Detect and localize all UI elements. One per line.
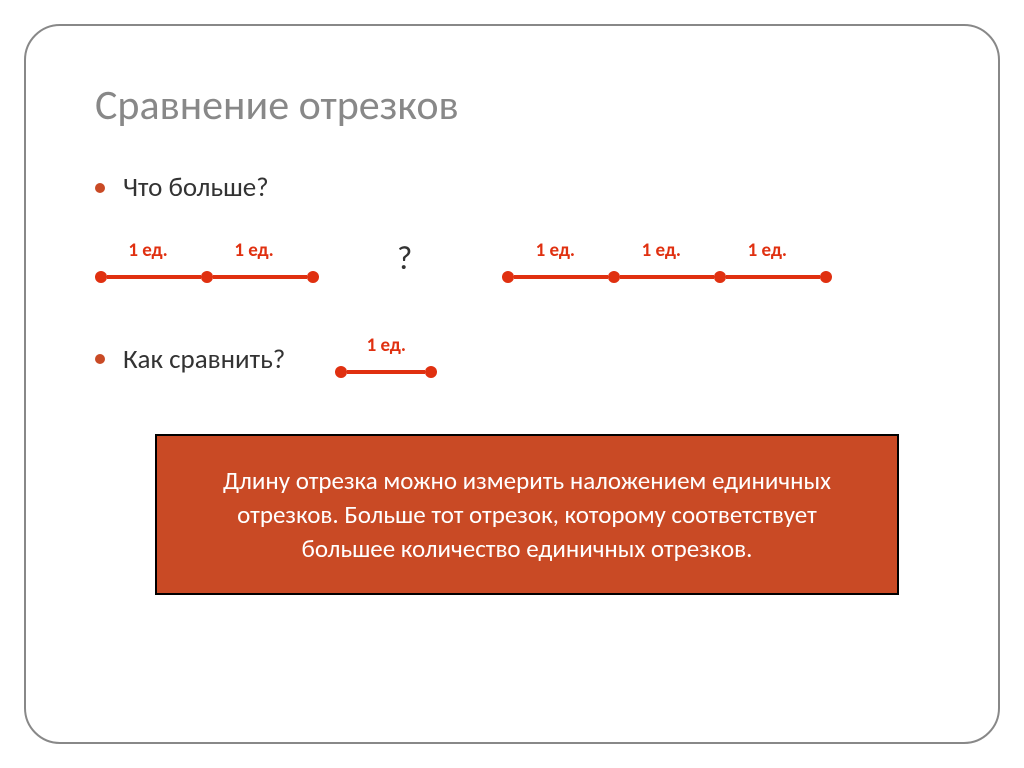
segment-point-icon [820,271,832,283]
segment-left: 1 ед. 1 ед. [95,239,307,289]
segment-point-icon [608,271,620,283]
segment-point-icon [201,271,213,283]
unit-label: 1 ед. [95,239,201,262]
unit-label: 1 ед. [335,334,437,357]
bullet-row-2: Как сравнить? 1 ед. [95,334,929,384]
comparison-symbol: ? [397,238,412,278]
segment-point-icon [95,271,107,283]
segment-bar [514,275,608,279]
segment-compare-row: 1 ед. 1 ед. ? 1 ед. 1 ед. 1 ед. [95,234,929,294]
bullet-dot-icon [95,354,105,364]
segment-right: 1 ед. 1 ед. 1 ед. [502,239,820,289]
segment-point-icon [335,366,347,378]
segment-bar [213,275,307,279]
unit-label: 1 ед. [608,239,714,262]
segment-point-icon [425,366,437,378]
bullet-text: Что больше? [123,171,269,204]
page-title: Сравнение отрезков [95,80,929,131]
segment-bar [107,275,201,279]
segment-point-icon [714,271,726,283]
segment-point-icon [502,271,514,283]
unit-label: 1 ед. [502,239,608,262]
slide-content: Сравнение отрезков Что больше? 1 ед. 1 е… [95,80,929,708]
unit-label: 1 ед. [714,239,820,262]
explanation-box: Длину отрезка можно измерить наложением … [155,434,899,595]
bullet-row-1: Что больше? [95,171,929,204]
segment-bar [620,275,714,279]
bullet-text: Как сравнить? [123,343,285,376]
bullet-dot-icon [95,183,105,193]
unit-label: 1 ед. [201,239,307,262]
segment-single: 1 ед. [335,334,437,384]
segment-point-icon [307,271,319,283]
segment-bar [726,275,820,279]
segment-bar [347,370,425,374]
